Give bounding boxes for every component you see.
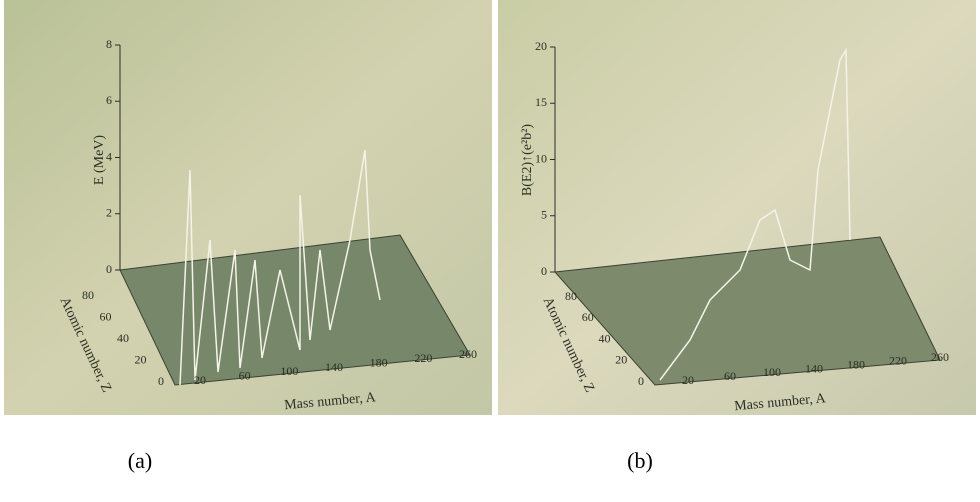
x-tick-label: 140 [805,361,823,375]
z-tick-label: 20 [615,353,627,367]
z-tick-label: 60 [582,310,594,324]
x-tick-label: 180 [370,355,388,369]
x-tick-label: 60 [724,369,736,383]
y-tick-label: 10 [535,151,547,165]
z-tick-label: 20 [135,352,147,366]
x-tick-label: 100 [280,364,298,378]
y-tick-label: 15 [535,95,547,109]
y-tick-label: 2 [106,206,112,220]
x-tick-label: 220 [414,351,432,365]
y-axis-label: E (MeV) [92,135,107,185]
x-tick-label: 60 [239,368,251,382]
y-axis-label: B(E2)↑(e²b²) [520,124,535,196]
z-tick-label: 0 [158,374,164,388]
x-tick-label: 220 [889,354,907,368]
y-tick-label: 0 [541,264,547,278]
x-tick-label: 100 [763,365,781,379]
caption: (b) [627,448,653,473]
y-tick-label: 6 [106,93,112,107]
z-tick-label: 80 [82,288,94,302]
figure: (a) (b) 02468E (MeV)020406080Atomic numb… [0,0,980,502]
caption: (a) [128,448,152,473]
z-tick-label: 40 [117,331,129,345]
z-tick-label: 0 [638,374,644,388]
y-tick-label: 5 [541,208,547,222]
y-tick-label: 0 [106,262,112,276]
x-tick-label: 260 [931,350,949,364]
z-tick-label: 60 [100,309,112,323]
y-tick-label: 20 [535,39,547,53]
x-tick-label: 20 [194,373,206,387]
x-tick-label: 20 [682,373,694,387]
x-tick-label: 140 [325,360,343,374]
y-tick-label: 8 [106,37,112,51]
x-tick-label: 180 [847,357,865,371]
z-tick-label: 80 [565,289,577,303]
x-tick-label: 260 [459,347,477,361]
z-tick-label: 40 [599,331,611,345]
